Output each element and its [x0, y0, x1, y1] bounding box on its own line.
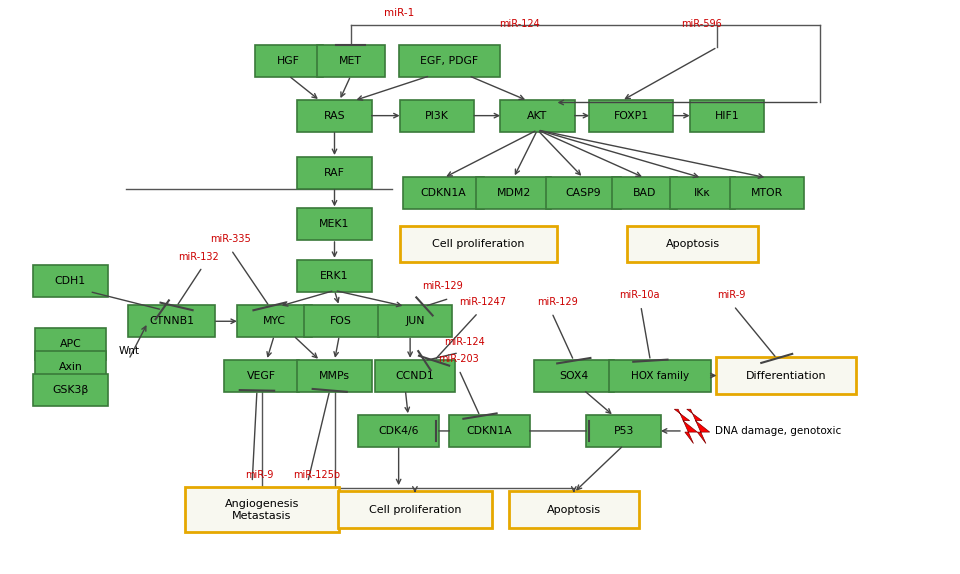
Text: CCND1: CCND1 — [396, 371, 434, 381]
Text: miR-132: miR-132 — [179, 251, 219, 262]
Text: miR-124: miR-124 — [444, 338, 485, 347]
FancyBboxPatch shape — [304, 305, 378, 338]
Text: MMPs: MMPs — [319, 371, 350, 381]
Text: DNA damage, genotoxic: DNA damage, genotoxic — [714, 426, 841, 436]
Text: Apoptosis: Apoptosis — [665, 239, 720, 249]
Text: Cell proliferation: Cell proliferation — [432, 239, 524, 249]
FancyBboxPatch shape — [298, 359, 372, 391]
FancyBboxPatch shape — [589, 100, 673, 131]
FancyBboxPatch shape — [298, 259, 372, 292]
Text: ERK1: ERK1 — [321, 270, 348, 281]
FancyBboxPatch shape — [403, 177, 484, 209]
Text: miR-335: miR-335 — [210, 234, 251, 245]
FancyBboxPatch shape — [399, 226, 557, 262]
FancyBboxPatch shape — [612, 177, 677, 209]
Text: AKT: AKT — [527, 111, 547, 121]
FancyBboxPatch shape — [298, 100, 372, 131]
Text: CDK4/6: CDK4/6 — [378, 426, 419, 436]
Polygon shape — [674, 409, 697, 444]
Text: MYC: MYC — [263, 316, 286, 326]
Text: Apoptosis: Apoptosis — [547, 505, 601, 515]
Text: BAD: BAD — [633, 188, 657, 198]
Text: miR-203: miR-203 — [438, 354, 479, 364]
FancyBboxPatch shape — [338, 491, 492, 528]
Text: miR-1247: miR-1247 — [459, 297, 506, 307]
FancyBboxPatch shape — [399, 100, 474, 131]
Text: HIF1: HIF1 — [714, 111, 739, 121]
Text: FOXP1: FOXP1 — [613, 111, 649, 121]
Text: MEK1: MEK1 — [320, 219, 349, 229]
Text: IKκ: IKκ — [694, 188, 710, 198]
FancyBboxPatch shape — [689, 100, 764, 131]
Text: CDH1: CDH1 — [55, 276, 85, 286]
Text: miR-125b: miR-125b — [294, 470, 341, 480]
Text: CDKN1A: CDKN1A — [467, 426, 513, 436]
Text: Axin: Axin — [59, 362, 83, 372]
Text: RAS: RAS — [324, 111, 346, 121]
FancyBboxPatch shape — [398, 45, 500, 77]
Text: GSK3β: GSK3β — [52, 385, 88, 395]
FancyBboxPatch shape — [35, 328, 106, 360]
Text: CDKN1A: CDKN1A — [420, 188, 467, 198]
Text: JUN: JUN — [405, 316, 424, 326]
FancyBboxPatch shape — [730, 177, 804, 209]
Text: Differentiation: Differentiation — [746, 371, 827, 381]
Text: MET: MET — [339, 56, 362, 67]
Text: HOX family: HOX family — [631, 371, 689, 381]
FancyBboxPatch shape — [716, 357, 856, 394]
Text: CASP9: CASP9 — [565, 188, 601, 198]
FancyBboxPatch shape — [33, 265, 108, 297]
Text: miR-596: miR-596 — [681, 19, 722, 29]
FancyBboxPatch shape — [476, 177, 551, 209]
Text: Cell proliferation: Cell proliferation — [369, 505, 461, 515]
Text: miR-10a: miR-10a — [619, 290, 660, 300]
Text: Wnt: Wnt — [118, 346, 139, 356]
FancyBboxPatch shape — [129, 305, 215, 338]
FancyBboxPatch shape — [534, 359, 614, 391]
Polygon shape — [686, 409, 709, 444]
FancyBboxPatch shape — [546, 177, 621, 209]
Text: HGF: HGF — [277, 56, 300, 67]
Text: MTOR: MTOR — [751, 188, 783, 198]
FancyBboxPatch shape — [374, 359, 455, 391]
FancyBboxPatch shape — [33, 374, 108, 406]
Text: miR-129: miR-129 — [538, 297, 578, 307]
Text: FOS: FOS — [330, 316, 352, 326]
FancyBboxPatch shape — [628, 226, 757, 262]
Text: P53: P53 — [613, 426, 634, 436]
Text: CTNNB1: CTNNB1 — [149, 316, 194, 326]
Text: Angiogenesis
Metastasis: Angiogenesis Metastasis — [225, 499, 299, 521]
Text: PI3K: PI3K — [425, 111, 449, 121]
FancyBboxPatch shape — [377, 305, 452, 338]
FancyBboxPatch shape — [298, 157, 372, 189]
Text: MDM2: MDM2 — [496, 188, 531, 198]
FancyBboxPatch shape — [237, 305, 312, 338]
FancyBboxPatch shape — [184, 487, 339, 532]
Text: miR-1: miR-1 — [383, 7, 414, 18]
Text: miR-129: miR-129 — [422, 281, 464, 291]
FancyBboxPatch shape — [317, 45, 385, 77]
Text: miR-9: miR-9 — [717, 290, 746, 300]
FancyBboxPatch shape — [298, 208, 372, 240]
Text: RAF: RAF — [324, 168, 345, 178]
Text: miR-124: miR-124 — [499, 19, 540, 29]
FancyBboxPatch shape — [610, 359, 710, 391]
Text: miR-9: miR-9 — [246, 470, 274, 480]
FancyBboxPatch shape — [225, 359, 300, 391]
FancyBboxPatch shape — [449, 415, 530, 447]
FancyBboxPatch shape — [669, 177, 734, 209]
Text: EGF, PDGF: EGF, PDGF — [420, 56, 478, 67]
FancyBboxPatch shape — [509, 491, 639, 528]
Text: APC: APC — [60, 339, 82, 349]
Text: VEGF: VEGF — [248, 371, 276, 381]
FancyBboxPatch shape — [500, 100, 575, 131]
FancyBboxPatch shape — [358, 415, 439, 447]
Text: SOX4: SOX4 — [559, 371, 588, 381]
FancyBboxPatch shape — [254, 45, 323, 77]
FancyBboxPatch shape — [35, 351, 106, 383]
FancyBboxPatch shape — [587, 415, 660, 447]
